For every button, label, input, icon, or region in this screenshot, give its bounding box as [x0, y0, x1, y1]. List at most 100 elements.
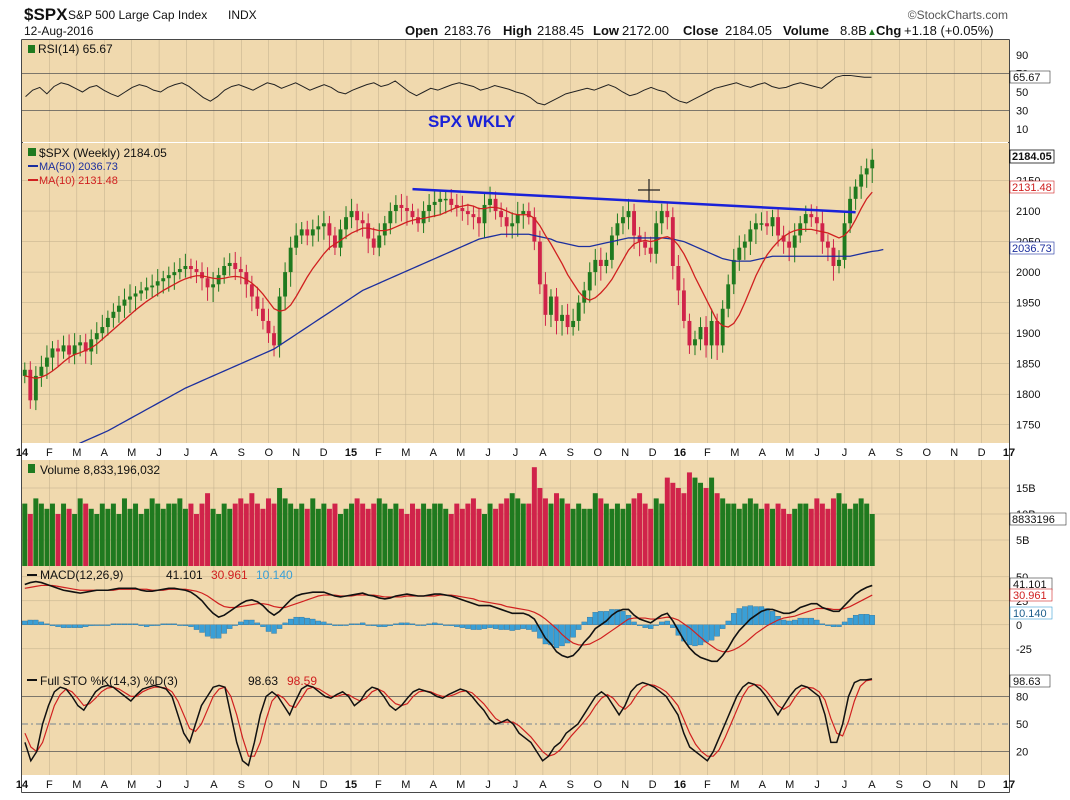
- macd-hist-bar-14: [99, 624, 105, 626]
- watermark[interactable]: ©StockCharts.com: [908, 8, 1008, 22]
- macd-legend-text: MACD(12,26,9): [40, 568, 123, 582]
- macd-hist-bar-28: [177, 624, 183, 626]
- rsi-panel: 9070503010: [22, 40, 1028, 142]
- macd-hist-bar-31: [193, 624, 200, 630]
- macd-hist-bar-87: [504, 624, 510, 630]
- candle-body-57: [338, 229, 343, 248]
- time-axis-bottom-label-3: A: [101, 779, 109, 791]
- macd-hist-bar-52: [310, 618, 316, 625]
- macd-line: [24, 580, 873, 663]
- candle-body-44: [266, 320, 271, 334]
- volume-bar-94: [542, 498, 548, 566]
- volume-bar-144: [819, 503, 825, 566]
- volume-bar-101: [581, 508, 587, 566]
- chg-label: Chg: [876, 23, 901, 38]
- time-axis-top-label-25: F: [704, 447, 711, 459]
- macd-hist-bar-70: [409, 623, 416, 625]
- candle-body-112: [643, 241, 648, 248]
- macd-hist-bar-107: [614, 609, 621, 625]
- time-axis-bottom-label-2: M: [72, 779, 81, 791]
- price-legend: $SPX (Weekly) 2184.05 MA(50) 2036.73 MA(…: [28, 146, 167, 187]
- volume-bar-37: [227, 508, 233, 566]
- macd-hist-bar-153: [869, 615, 875, 625]
- candle-body-109: [626, 211, 631, 218]
- time-axis-top-label-14: M: [401, 447, 410, 459]
- volume-bar-126: [720, 498, 726, 566]
- crosshair-cursor[interactable]: [638, 179, 660, 201]
- candle-body-70: [410, 211, 415, 218]
- candle-body-131: [748, 229, 753, 242]
- candle-body-35: [216, 275, 221, 285]
- rsi-value-label: 65.67: [1013, 72, 1041, 84]
- macd-hist-bar-25: [160, 623, 166, 625]
- macd-hist-bar-134: [764, 608, 770, 625]
- time-axis-bottom-label-32: S: [896, 779, 903, 791]
- volume-bar-59: [349, 503, 355, 566]
- index-name: S&P 500 Large Cap Index: [68, 8, 207, 22]
- volume-bar-72: [421, 503, 427, 566]
- candle-body-33: [205, 278, 210, 288]
- macd-hist-bar-47: [282, 622, 288, 625]
- volume-bar-114: [653, 498, 659, 566]
- candle-body-135: [770, 217, 775, 227]
- volume-bar-143: [814, 498, 820, 566]
- volume-bar-1: [27, 514, 33, 566]
- sto-ytick-0: 80: [1016, 691, 1028, 703]
- candle-body-101: [582, 290, 587, 303]
- macd-hist-bar-109: [625, 615, 632, 625]
- volume-bar-84: [487, 503, 493, 566]
- volume-bar-93: [537, 488, 543, 566]
- volume-bar-66: [387, 508, 393, 566]
- time-axis-top-label-4: M: [127, 447, 136, 459]
- volume-bar-104: [598, 498, 604, 566]
- volume-bar-79: [459, 508, 465, 566]
- macd-hist-bar-88: [509, 624, 515, 631]
- macd-ytick-3: -25: [1016, 644, 1032, 656]
- macd-hist-bar-90: [520, 624, 526, 629]
- candle-body-77: [449, 198, 454, 205]
- macd-hist-bar-22: [143, 624, 150, 627]
- candle-body-94: [543, 284, 548, 315]
- candle-body-17: [116, 305, 121, 312]
- volume-bar-131: [747, 498, 753, 566]
- candle-body-81: [471, 214, 476, 218]
- volume-bar-102: [587, 508, 593, 566]
- sto-legend-text: Full STO %K(14,3) %D(3): [40, 674, 178, 688]
- macd-hist-bar-115: [659, 621, 665, 625]
- volume-bar-108: [620, 508, 626, 566]
- volume-legend-text: Volume 8,833,196,032: [40, 463, 160, 477]
- macd-hist-bar-83: [481, 624, 488, 629]
- macd-hist-bar-74: [432, 622, 438, 625]
- time-axis-bottom-label-20: S: [567, 779, 574, 791]
- candle-body-50: [299, 229, 304, 236]
- macd-hist-bar-146: [830, 624, 837, 627]
- rsi-ytick-0: 90: [1016, 50, 1028, 62]
- candle-body-78: [454, 204, 459, 208]
- macd-panel: 50250-25: [22, 567, 1032, 672]
- candle-body-108: [621, 217, 625, 224]
- macd-hist-bar-125: [714, 624, 720, 637]
- volume-bar-55: [326, 508, 332, 566]
- candle-body-63: [371, 238, 376, 248]
- macd-hist-bar-100: [576, 624, 582, 630]
- time-axis-top-label-21: O: [593, 447, 602, 459]
- time-axis-bottom-label-18: J: [513, 779, 519, 791]
- stochastic-panel: 80 50 20: [22, 672, 1028, 775]
- volume-bar-125: [714, 493, 720, 566]
- open-label: Open: [405, 23, 438, 38]
- right-value-labels: 65.67 2184.05 2131.48 2036.73 8833196 41…: [1009, 70, 1067, 688]
- volume-bar-123: [703, 488, 709, 566]
- macd-hist-bar-8: [66, 624, 72, 628]
- volume-bar-65: [382, 503, 388, 566]
- macd-hist-bar-38: [232, 624, 238, 626]
- volume-bar-138: [786, 514, 792, 566]
- sto-d-line: [24, 679, 873, 757]
- volume-bar-49: [293, 508, 299, 566]
- candle-body-30: [188, 266, 193, 270]
- volume-bar-31: [193, 514, 199, 566]
- candle-body-61: [360, 220, 365, 224]
- candle-body-48: [288, 247, 293, 273]
- candle-body-56: [333, 235, 337, 248]
- volume-bar-40: [243, 503, 249, 566]
